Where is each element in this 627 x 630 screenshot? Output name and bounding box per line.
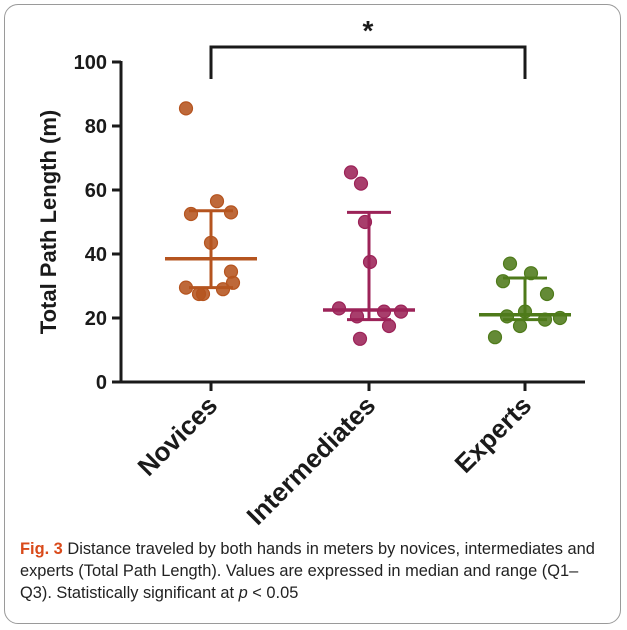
significance-star: * <box>363 15 374 46</box>
bracket-line <box>209 45 527 79</box>
data-point <box>487 330 503 345</box>
data-point <box>517 304 533 319</box>
data-point <box>215 282 231 297</box>
data-point <box>178 280 194 295</box>
y-tick-label: 100 <box>74 52 107 74</box>
x-tick-label: Experts <box>449 390 538 479</box>
y-tick-label: 20 <box>85 308 107 330</box>
data-point <box>362 254 378 270</box>
data-point <box>209 194 225 209</box>
data-point <box>552 310 568 326</box>
data-point <box>183 206 199 222</box>
data-point <box>225 275 241 290</box>
caption-text: Distance traveled by both hands in meter… <box>20 540 595 602</box>
figure-caption: Fig. 3 Distance traveled by both hands i… <box>20 538 610 604</box>
data-point <box>512 318 528 334</box>
data-point <box>357 214 373 230</box>
data-point <box>352 331 368 346</box>
data-point <box>178 101 194 116</box>
data-point <box>343 165 359 180</box>
data-point <box>499 309 515 324</box>
x-ticks: Novices Intermediates Experts <box>132 382 538 530</box>
y-ticks: 0 20 40 60 80 100 <box>74 52 121 394</box>
y-axis-label: Total Path Length (m) <box>36 110 61 334</box>
data-point <box>381 318 397 334</box>
y-tick-label: 80 <box>85 116 107 138</box>
data-point <box>523 266 539 281</box>
x-tick-label: Novices <box>132 390 224 482</box>
data-points <box>178 101 568 346</box>
y-tick-label: 40 <box>85 244 107 266</box>
data-point <box>393 304 409 319</box>
data-point <box>502 256 518 271</box>
dot-plot-chart: 0 20 40 60 80 100 Novices Intermediates Experts… <box>36 15 585 530</box>
y-tick-label: 60 <box>85 180 107 202</box>
data-point <box>539 286 555 302</box>
caption-text-end: < 0.05 <box>247 584 299 602</box>
data-point <box>495 274 511 289</box>
y-tick-label: 0 <box>96 372 107 394</box>
data-point <box>537 312 553 327</box>
data-point <box>223 205 239 220</box>
data-point <box>353 176 369 191</box>
x-tick-label: Intermediates <box>240 390 381 530</box>
caption-lead: Fig. 3 <box>20 540 63 558</box>
axes <box>119 61 585 384</box>
data-point <box>349 309 365 324</box>
data-point <box>203 235 219 250</box>
significance-bracket: * <box>209 15 527 79</box>
data-point <box>195 286 211 302</box>
caption-p-symbol: p <box>238 584 248 602</box>
data-point <box>376 304 392 319</box>
data-point <box>331 301 347 316</box>
